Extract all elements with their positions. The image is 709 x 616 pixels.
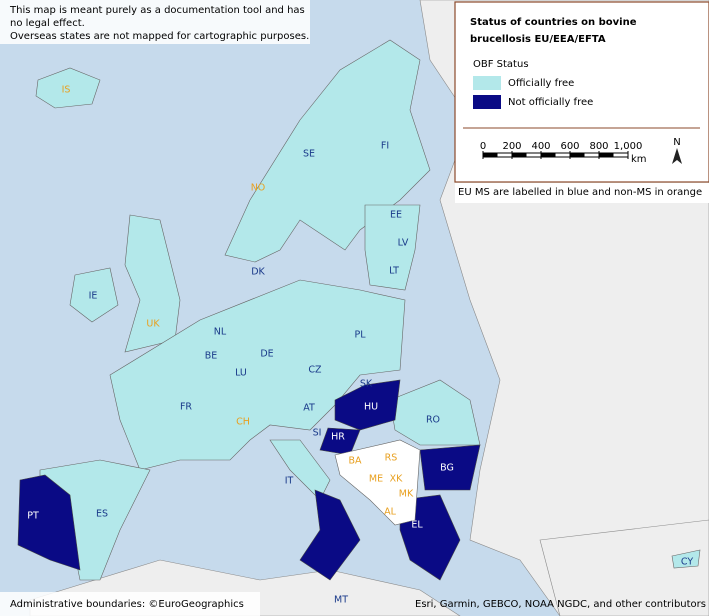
scale-segment xyxy=(570,153,585,157)
scale-unit: km xyxy=(631,154,647,165)
legend-label: Officially free xyxy=(508,78,574,89)
disclaimer: This map is meant purely as a documentat… xyxy=(9,5,305,16)
disclaimer: Overseas states are not mapped for carto… xyxy=(10,31,309,42)
scale-segment xyxy=(541,153,556,157)
country-label: CY xyxy=(681,557,693,568)
country-label: LT xyxy=(389,266,399,277)
country-label: DE xyxy=(260,349,273,360)
country-label: SI xyxy=(313,428,322,439)
country-label: BG xyxy=(440,463,454,474)
north-arrow-label: N xyxy=(673,137,680,148)
country-label: XK xyxy=(390,474,404,485)
ireland xyxy=(69,267,119,323)
scale-label: 800 xyxy=(589,141,608,152)
britain xyxy=(124,214,181,353)
country-label: LU xyxy=(235,368,247,379)
country-label: UK xyxy=(146,319,160,330)
land-turkey xyxy=(539,519,709,616)
disclaimer: no legal effect. xyxy=(10,18,85,29)
central xyxy=(109,279,406,471)
country-label: HU xyxy=(364,402,378,413)
country-label: MK xyxy=(399,489,414,500)
not-officially-free xyxy=(17,379,481,581)
country-label: MT xyxy=(334,595,348,606)
scale-segment xyxy=(599,153,614,157)
country-label: LV xyxy=(398,238,409,249)
country-label: CH xyxy=(236,417,250,428)
note: EU MS are labelled in blue and non-MS in… xyxy=(458,187,702,198)
country-label: CZ xyxy=(308,365,322,376)
italy xyxy=(269,439,331,501)
legend-swatch xyxy=(473,95,501,109)
disclaimer-bg xyxy=(0,0,310,44)
country-label: NL xyxy=(214,327,227,338)
country-label: ME xyxy=(369,474,383,485)
baltics xyxy=(364,204,421,291)
country-label: ES xyxy=(96,509,108,520)
note-bg xyxy=(455,183,709,203)
scale-label: 200 xyxy=(502,141,521,152)
scale-label: 1,000 xyxy=(614,141,643,152)
portugal-iberia xyxy=(17,474,81,571)
country-label: AL xyxy=(384,507,396,518)
country-label: SK xyxy=(360,379,373,390)
legend-title: brucellosis EU/EEA/EFTA xyxy=(470,34,606,45)
scale-label: 0 xyxy=(480,141,486,152)
south-italy xyxy=(299,489,361,581)
country-label: HR xyxy=(331,432,345,443)
country-label: FR xyxy=(180,402,192,413)
country-label: DK xyxy=(251,267,265,278)
credit-left: Administrative boundaries: ©EuroGeograph… xyxy=(10,599,244,610)
credit-bg xyxy=(0,592,260,616)
country-label: EL xyxy=(411,520,423,531)
country-label: IS xyxy=(62,85,71,96)
country-label: IT xyxy=(285,476,294,487)
country-label: PT xyxy=(27,511,39,522)
country-label: RS xyxy=(385,453,398,464)
country-label: FI xyxy=(381,141,389,152)
western-balkans xyxy=(334,439,421,526)
legend-box xyxy=(454,1,709,183)
scale-segment xyxy=(512,153,527,157)
scale-segment xyxy=(483,153,498,157)
hungary xyxy=(334,379,401,431)
legend-title: Status of countries on bovine xyxy=(470,17,637,28)
country-label: SE xyxy=(303,149,315,160)
legend-subtitle: OBF Status xyxy=(473,59,529,70)
country-label: IE xyxy=(89,291,98,302)
iceland xyxy=(35,67,101,109)
legend-label: Not officially free xyxy=(508,97,593,108)
legend-swatch xyxy=(473,76,501,90)
bulgaria xyxy=(419,444,481,491)
north-arrow xyxy=(672,148,682,164)
country-label: NO xyxy=(251,183,266,194)
scale-label: 600 xyxy=(560,141,579,152)
officially-free xyxy=(35,39,701,581)
country-label: AT xyxy=(303,403,315,414)
country-label: PL xyxy=(354,330,366,341)
country-label: RO xyxy=(426,415,440,426)
country-label: BE xyxy=(205,351,218,362)
cyprus xyxy=(671,549,701,569)
credit-right: Esri, Garmin, GEBCO, NOAA NGDC, and othe… xyxy=(415,599,706,610)
scale-label: 400 xyxy=(531,141,550,152)
country-label: BA xyxy=(348,456,362,467)
country-label: EE xyxy=(390,210,402,221)
